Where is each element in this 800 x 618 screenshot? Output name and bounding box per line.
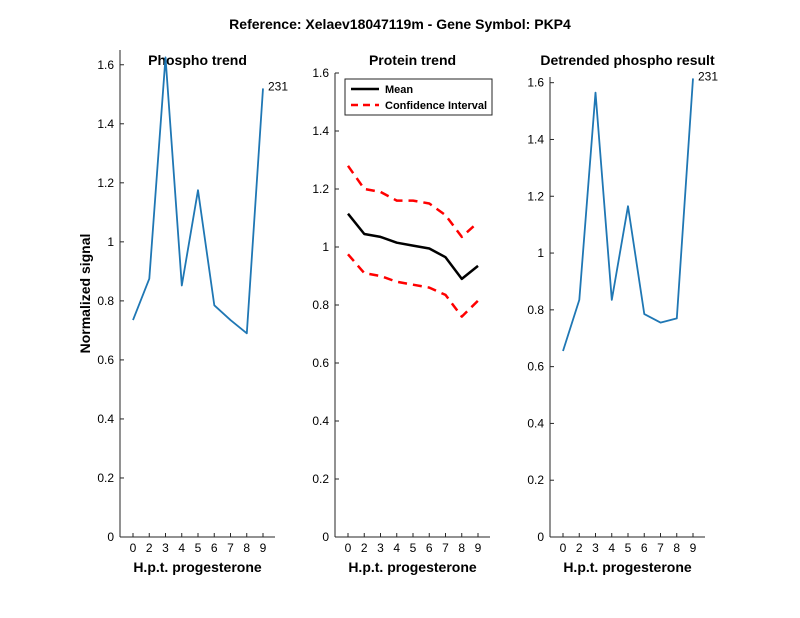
x-tick-label: 3	[162, 541, 169, 555]
panel-title: Detrended phospho result	[540, 52, 715, 68]
x-tick-label: 0	[130, 541, 137, 555]
series-line-1	[562, 78, 694, 352]
y-tick-label: 1.4	[527, 132, 544, 146]
y-tick-label: 1.4	[97, 117, 114, 131]
y-tick-label: 1.2	[312, 182, 329, 196]
y-tick-label: 1.6	[312, 66, 329, 80]
x-tick-label: 7	[227, 541, 234, 555]
y-tick-label: 0.2	[527, 473, 544, 487]
x-axis-label: H.p.t. progesterone	[563, 559, 692, 575]
x-tick-label: 5	[410, 541, 417, 555]
series-line-2	[346, 165, 479, 239]
x-tick-label: 3	[592, 541, 599, 555]
x-tick-label: 3	[377, 541, 384, 555]
y-tick-label: 0.6	[527, 360, 544, 374]
y-tick-label: 0.4	[97, 412, 114, 426]
y-tick-label: 1.2	[527, 189, 544, 203]
legend-label: Mean	[385, 84, 413, 96]
y-tick-label: 0.4	[312, 414, 329, 428]
y-tick-label: 1.6	[97, 58, 114, 72]
y-tick-label: 1.2	[97, 176, 114, 190]
y-tick-label: 0.6	[97, 353, 114, 367]
y-tick-label: 1	[107, 235, 114, 249]
x-tick-label: 9	[690, 541, 697, 555]
point-annotation: 231	[698, 69, 718, 83]
x-tick-label: 4	[608, 541, 615, 555]
x-tick-label: 6	[426, 541, 433, 555]
x-tick-label: 4	[393, 541, 400, 555]
x-tick-label: 7	[442, 541, 449, 555]
y-tick-label: 0.8	[527, 303, 544, 317]
x-tick-label: 9	[475, 541, 482, 555]
x-tick-label: 9	[260, 541, 267, 555]
y-tick-label: 0.4	[527, 416, 544, 430]
x-tick-label: 8	[673, 541, 680, 555]
legend-box	[344, 78, 493, 116]
x-axis-label: H.p.t. progesterone	[133, 559, 262, 575]
figure-title: Reference: Xelaev18047119m - Gene Symbol…	[229, 16, 571, 32]
panel-title: Phospho trend	[148, 52, 247, 68]
x-tick-label: 7	[657, 541, 664, 555]
y-tick-label: 1	[322, 240, 329, 254]
y-tick-label: 1.4	[312, 124, 329, 138]
y-tick-label: 0.6	[312, 356, 329, 370]
y-tick-label: 1	[537, 246, 544, 260]
panels: 00.20.40.60.811.21.41.60 2 3 4 5 6 7 8 9Phospho …	[77, 50, 718, 575]
y-axis-label: Normalized signal	[77, 234, 93, 354]
x-axis-label: H.p.t. progesterone	[348, 559, 477, 575]
x-tick-label: 2	[361, 541, 368, 555]
x-tick-label: 2	[146, 541, 153, 555]
y-tick-label: 0	[537, 530, 544, 544]
panel-title: Protein trend	[369, 52, 456, 68]
point-annotation: 231	[268, 79, 288, 93]
series-line-1	[132, 56, 264, 335]
panel-1: 00.20.40.60.811.21.41.60 2 3 4 5 6 7 8 9Phospho …	[77, 50, 288, 575]
x-tick-label: 5	[625, 541, 632, 555]
panel-2: 00.20.40.60.811.21.41.60 2 3 4 5 6 7 8 9Protein …	[312, 52, 493, 575]
x-tick-label: 8	[243, 541, 250, 555]
y-tick-label: 0.2	[97, 471, 114, 485]
x-tick-label: 0	[560, 541, 567, 555]
x-tick-label: 2	[576, 541, 583, 555]
y-tick-label: 1.6	[527, 76, 544, 90]
series-line-1	[347, 212, 479, 281]
legend-label: Confidence Interval	[385, 100, 487, 112]
x-tick-label: 8	[458, 541, 465, 555]
x-tick-label: 5	[195, 541, 202, 555]
legend: Mean Confidence Interval	[344, 78, 493, 116]
y-tick-label: 0.2	[312, 472, 329, 486]
series-line-3	[347, 253, 479, 318]
y-tick-label: 0.8	[97, 294, 114, 308]
x-tick-label: 6	[641, 541, 648, 555]
x-tick-label: 0	[345, 541, 352, 555]
x-tick-label: 6	[211, 541, 218, 555]
y-tick-label: 0	[107, 530, 114, 544]
panel-3: 00.20.40.60.811.21.41.60 2 3 4 5 6 7 8 9Detrende…	[527, 52, 718, 575]
x-tick-label: 4	[178, 541, 185, 555]
y-tick-label: 0	[322, 530, 329, 544]
y-tick-label: 0.8	[312, 298, 329, 312]
